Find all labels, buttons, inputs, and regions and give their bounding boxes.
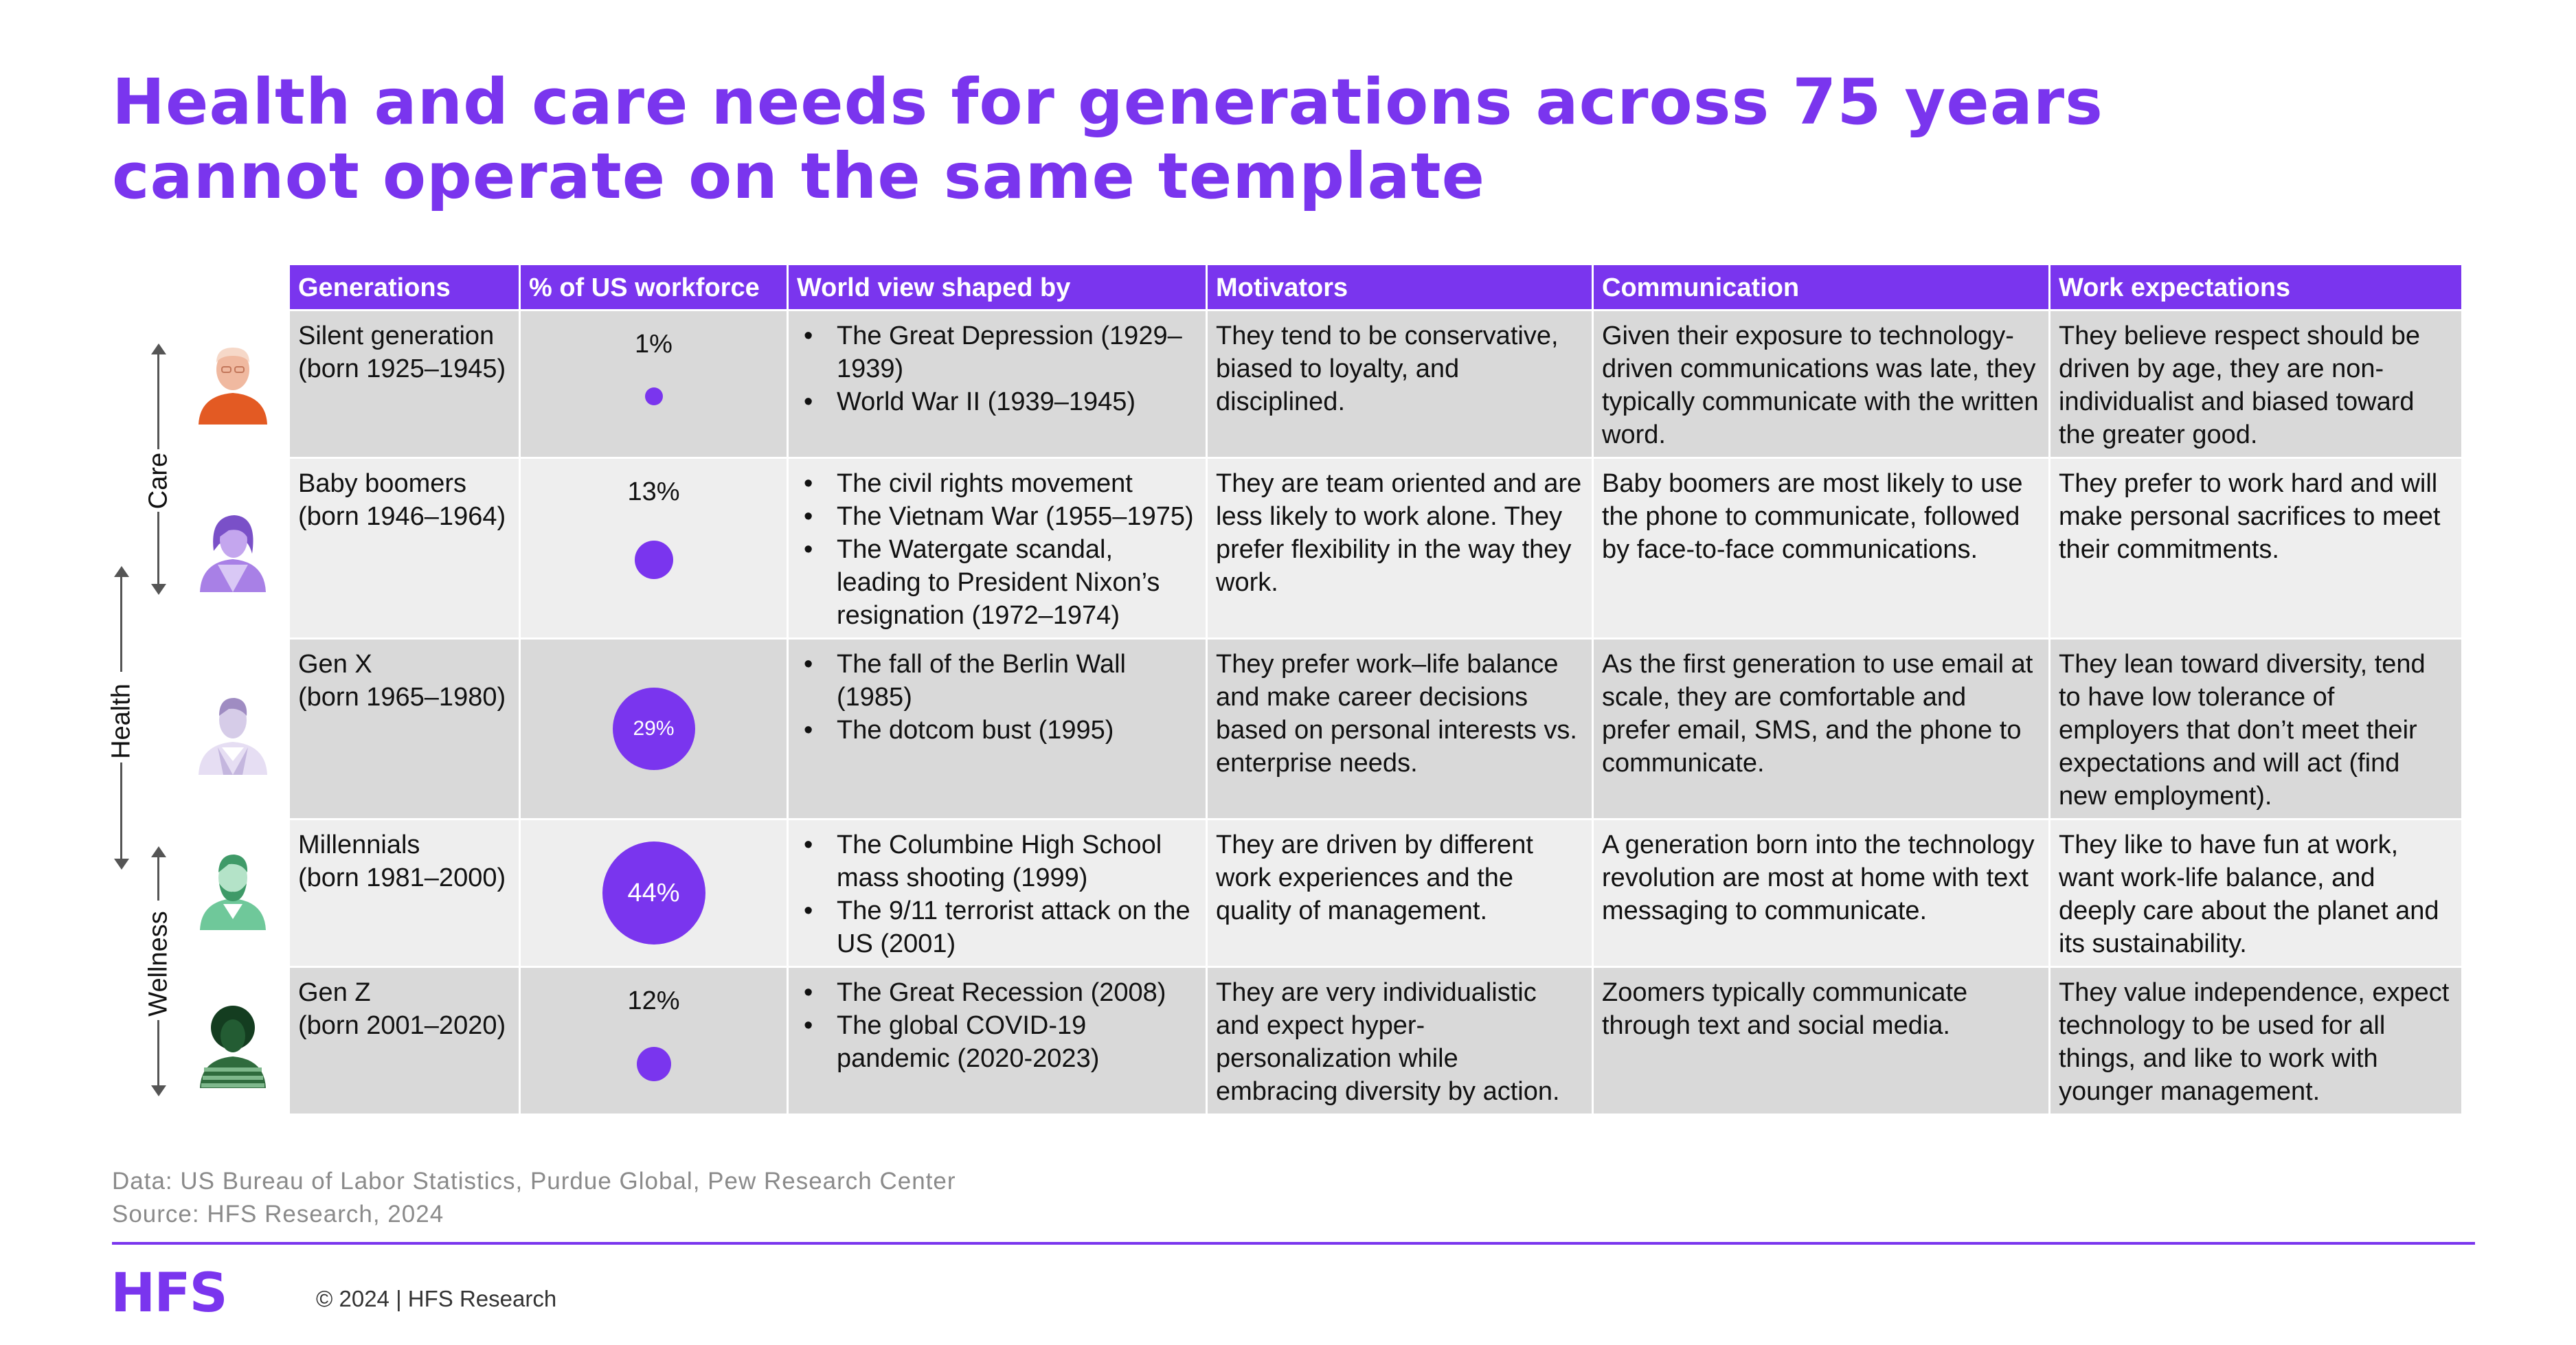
worldview-cell: The Columbine High School mass shooting …	[789, 820, 1208, 968]
hfs-logo: HFS	[111, 1263, 228, 1324]
generation-born: (born 2001–2020)	[298, 1011, 506, 1040]
workforce-pct-cell: 44%	[521, 820, 789, 968]
wellness-arrow-down-icon	[151, 1085, 166, 1096]
expectations-cell: They value independence, expect technolo…	[2050, 968, 2463, 1116]
generation-name: Silent generation	[298, 321, 495, 350]
list-item: The Great Recession (2008)	[804, 976, 1198, 1009]
generation-name: Gen Z	[298, 978, 371, 1007]
care-arrow-up-icon	[151, 343, 166, 354]
health-line-bottom	[120, 762, 122, 859]
workforce-pct-label: 13%	[627, 477, 680, 506]
workforce-bubble: 29%	[612, 688, 695, 770]
generation-born: (born 1981–2000)	[298, 863, 506, 892]
communication-cell: Zoomers typically communicate through te…	[1594, 968, 2050, 1116]
wellness-line-bottom	[157, 1020, 159, 1085]
care-label: Care	[144, 452, 173, 510]
header-communication: Communication	[1594, 265, 2050, 311]
motivators-cell: They are team oriented and are less like…	[1208, 459, 1594, 640]
motivators-cell: They are very individualistic and expect…	[1208, 968, 1594, 1116]
wellness-label: Wellness	[144, 911, 173, 1017]
expectations-cell: They prefer to work hard and will make p…	[2050, 459, 2463, 640]
generation-name: Baby boomers	[298, 469, 467, 498]
wellness-arrow-up-icon	[151, 846, 166, 857]
workforce-pct-label: 12%	[627, 986, 680, 1015]
workforce-pct-cell: 12%	[521, 968, 789, 1116]
list-item: The 9/11 terrorist attack on the US (200…	[804, 894, 1198, 960]
list-item: The Vietnam War (1955–1975)	[804, 500, 1198, 533]
worldview-cell: The fall of the Berlin Wall (1985) The d…	[789, 640, 1208, 820]
header-generations: Generations	[290, 265, 521, 311]
generation-name: Gen X	[298, 650, 372, 679]
motivators-cell: They prefer work–life balance and make c…	[1208, 640, 1594, 820]
list-item: The fall of the Berlin Wall (1985)	[804, 648, 1198, 714]
data-note: Data: US Bureau of Labor Statistics, Pur…	[112, 1168, 956, 1195]
header-work-expectations: Work expectations	[2050, 265, 2463, 311]
copyright-text: © 2024 | HFS Research	[316, 1286, 557, 1311]
communication-cell: Given their exposure to technology-drive…	[1594, 311, 2050, 459]
table-row-silent-generation: Silent generation (born 1925–1945)	[290, 311, 521, 459]
workforce-pct-label: 1%	[635, 330, 673, 359]
generations-table: Generations % of US workforce World view…	[290, 265, 2463, 1116]
list-item: The dotcom bust (1995)	[804, 714, 1198, 747]
care-line-top	[157, 353, 159, 449]
workforce-pct-cell: 29%	[521, 640, 789, 820]
care-arrow-down-icon	[151, 584, 166, 595]
gen-x-avatar-icon	[199, 698, 267, 775]
generation-born: (born 1946–1964)	[298, 502, 506, 531]
workforce-bubble	[636, 1047, 671, 1081]
silent-generation-avatar-icon	[199, 348, 267, 425]
generation-born: (born 1965–1980)	[298, 683, 506, 712]
health-arrow-up-icon	[114, 566, 129, 577]
title-line-1: Health and care needs for generations ac…	[112, 65, 2103, 139]
footer-divider	[112, 1242, 2475, 1245]
workforce-bubble	[644, 387, 663, 405]
table-row-millennials: Millennials (born 1981–2000)	[290, 820, 521, 968]
list-item: The civil rights movement	[804, 467, 1198, 500]
care-line-bottom	[157, 512, 159, 584]
workforce-bubble	[634, 541, 673, 579]
table-row-baby-boomers: Baby boomers (born 1946–1964)	[290, 459, 521, 640]
wellness-line-top	[157, 856, 159, 901]
health-arrow-down-icon	[114, 859, 129, 870]
motivators-cell: They are driven by different work experi…	[1208, 820, 1594, 968]
expectations-cell: They lean toward diversity, tend to have…	[2050, 640, 2463, 820]
header-motivators: Motivators	[1208, 265, 1594, 311]
workforce-pct-cell: 1%	[521, 311, 789, 459]
worldview-cell: The Great Depression (1929–1939) World W…	[789, 311, 1208, 459]
gen-z-avatar-icon	[200, 1006, 266, 1088]
table-row-gen-x: Gen X (born 1965–1980)	[290, 640, 521, 820]
workforce-pct-cell: 13%	[521, 459, 789, 640]
communication-cell: Baby boomers are most likely to use the …	[1594, 459, 2050, 640]
worldview-cell: The civil rights movement The Vietnam Wa…	[789, 459, 1208, 640]
millennial-avatar-icon	[200, 855, 266, 930]
list-item: World War II (1939–1945)	[804, 385, 1198, 418]
motivators-cell: They tend to be conservative, biased to …	[1208, 311, 1594, 459]
workforce-bubble: 44%	[602, 841, 705, 945]
worldview-cell: The Great Recession (2008) The global CO…	[789, 968, 1208, 1116]
page-title: Health and care needs for generations ac…	[112, 65, 2482, 214]
table-row-gen-z: Gen Z (born 2001–2020)	[290, 968, 521, 1116]
communication-cell: A generation born into the technology re…	[1594, 820, 2050, 968]
list-item: The Columbine High School mass shooting …	[804, 828, 1198, 894]
source-note: Source: HFS Research, 2024	[112, 1201, 444, 1228]
health-label: Health	[106, 683, 136, 759]
list-item: The Watergate scandal, leading to Presid…	[804, 533, 1198, 632]
expectations-cell: They like to have fun at work, want work…	[2050, 820, 2463, 968]
list-item: The Great Depression (1929–1939)	[804, 319, 1198, 385]
health-line-top	[120, 576, 122, 672]
baby-boomer-avatar-icon	[200, 515, 266, 592]
header-workforce-pct: % of US workforce	[521, 265, 789, 311]
list-item: The global COVID-19 pandemic (2020-2023)	[804, 1009, 1198, 1075]
title-line-2: cannot operate on the same template	[112, 139, 1485, 213]
generation-born: (born 1925–1945)	[298, 354, 506, 383]
expectations-cell: They believe respect should be driven by…	[2050, 311, 2463, 459]
generation-name: Millennials	[298, 830, 420, 859]
communication-cell: As the first generation to use email at …	[1594, 640, 2050, 820]
header-world-view: World view shaped by	[789, 265, 1208, 311]
